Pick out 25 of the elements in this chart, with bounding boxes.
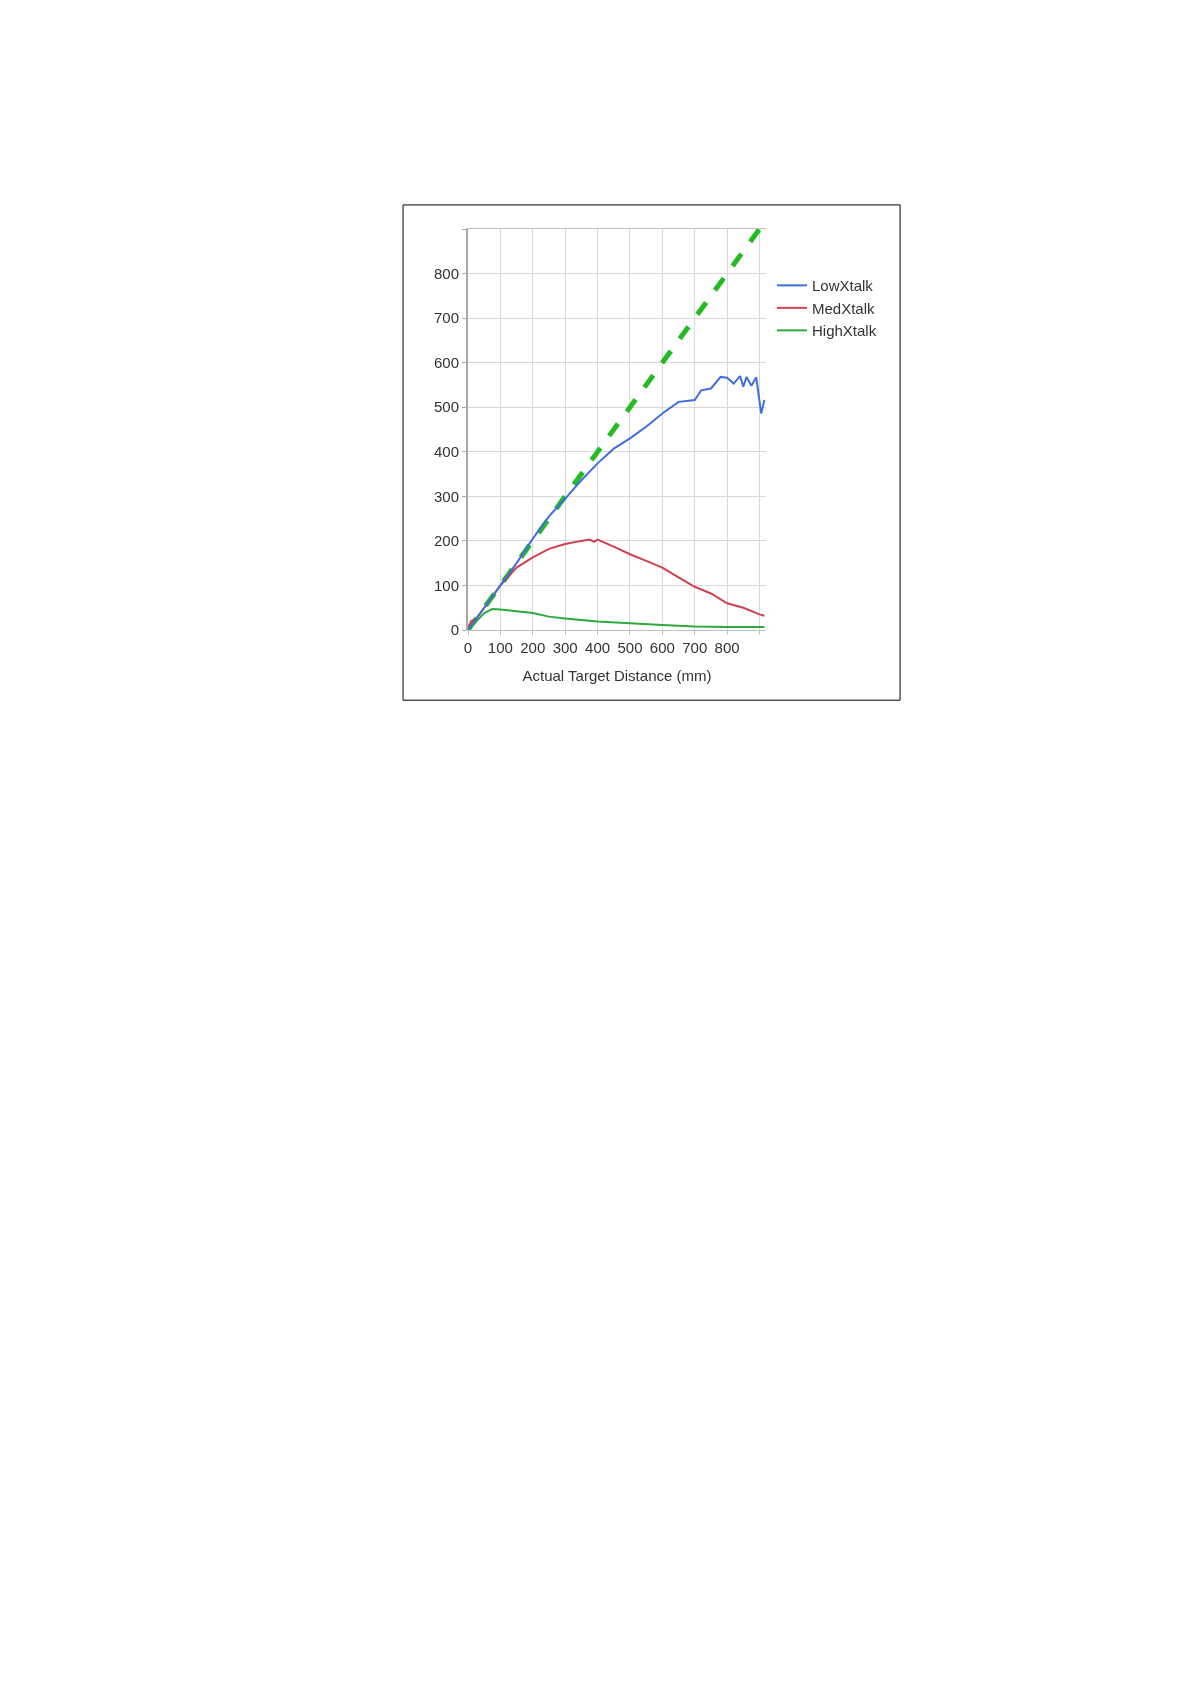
x-tick-label: 100	[487, 639, 513, 656]
y-tick-label: 200	[433, 532, 459, 550]
legend-label: LowXtalk	[811, 277, 874, 295]
y-tick-label: 300	[433, 487, 459, 505]
y-tick-label: 0	[450, 621, 459, 639]
y-tick-label: 600	[433, 353, 459, 371]
y-tick-label: 500	[433, 398, 459, 416]
legend-label: MedXtalk	[811, 299, 875, 317]
y-tick-label: 800	[433, 264, 459, 282]
x-tick-label: 700	[682, 639, 708, 656]
x-tick-label: 400	[585, 639, 611, 656]
line-series	[468, 608, 766, 630]
y-tick-label: 700	[433, 309, 459, 327]
x-tick-label: 800	[714, 639, 740, 656]
y-tick-label: 100	[433, 576, 459, 594]
x-axis-title: Actual Target Distance (mm)	[522, 667, 712, 684]
line-series	[468, 375, 766, 630]
x-tick-label: 0	[463, 639, 473, 656]
x-tick-label: 500	[617, 639, 643, 656]
x-tick-label: 300	[552, 639, 578, 656]
y-tick-label: 400	[433, 443, 459, 461]
x-tick-label: 600	[649, 639, 675, 656]
line-series	[468, 538, 766, 629]
legend-label: HighXtalk	[811, 322, 877, 340]
x-tick-label: 200	[520, 639, 546, 656]
